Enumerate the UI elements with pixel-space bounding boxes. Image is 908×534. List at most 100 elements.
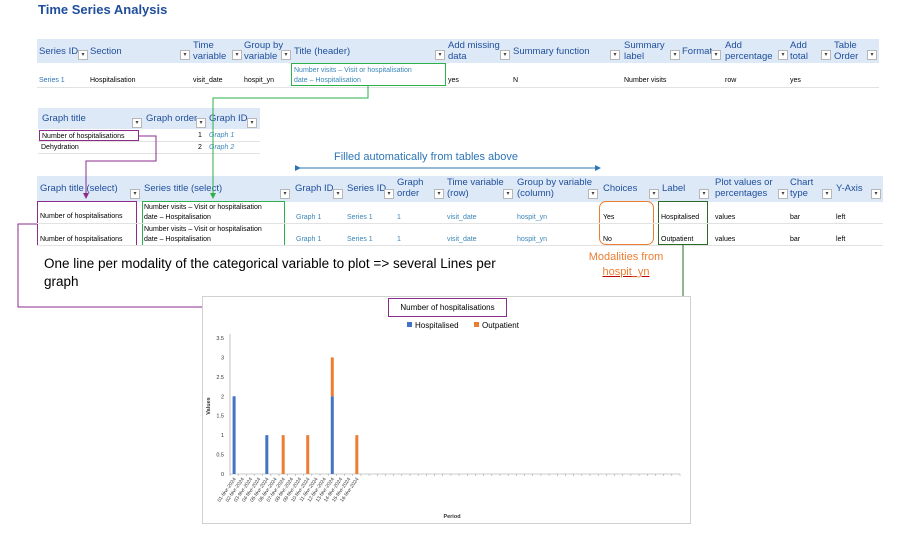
filter-dropdown-chart-type[interactable]: ▾ <box>822 189 832 199</box>
filter-dropdown-series-id[interactable]: ▾ <box>78 50 88 60</box>
filter-dropdown-plot-values[interactable]: ▾ <box>778 189 788 199</box>
cell-group-by[interactable]: hospit_yn <box>517 214 547 221</box>
cell-chart-type[interactable]: bar <box>790 236 801 243</box>
filter-dropdown-add-missing[interactable]: ▾ <box>500 50 510 60</box>
cell-plot-values[interactable]: values <box>715 214 736 221</box>
filter-dropdown-summary-function[interactable]: ▾ <box>610 50 620 60</box>
filter-dropdown-table-order[interactable]: ▾ <box>867 50 877 60</box>
series-title-select-line2[interactable]: date – Hospitalisation <box>144 236 211 243</box>
series-title-select-line1[interactable]: Number visits – Visit or hospitalisation <box>144 226 262 233</box>
col-header-graph-title-select: Graph title (select) <box>40 183 118 194</box>
cell-y-axis[interactable]: left <box>836 214 846 221</box>
cell-section[interactable]: Hospitalisation <box>90 77 136 84</box>
filter-dropdown-format[interactable]: ▾ <box>711 50 721 60</box>
y-tick-label: 1 <box>221 433 224 439</box>
series-title-select-line2[interactable]: date – Hospitalisation <box>144 214 211 221</box>
y-axis-title: Values <box>206 397 212 414</box>
col-header-summary-function: Summary function <box>513 46 590 57</box>
filter-dropdown-title[interactable]: ▾ <box>435 50 445 60</box>
cell-add-percentage[interactable]: row <box>725 77 737 84</box>
row-divider <box>38 153 260 154</box>
col-header-label: Label <box>662 183 686 194</box>
filter-dropdown-graph-order[interactable]: ▾ <box>196 118 206 128</box>
col-header-series-id: Series ID <box>347 183 387 194</box>
cell-summary-label[interactable]: Number visits <box>624 77 667 84</box>
filter-dropdown-time-variable-row[interactable]: ▾ <box>503 189 513 199</box>
filter-dropdown-time-variable[interactable]: ▾ <box>232 50 242 60</box>
col-header-add-missing: Add missing data <box>448 40 500 62</box>
filter-dropdown-choices[interactable]: ▾ <box>649 189 659 199</box>
cell-y-axis[interactable]: left <box>836 236 846 243</box>
title-header-cell[interactable]: Number visits – Visit or hospitalisation… <box>291 63 446 86</box>
cell-graph-order[interactable]: 1 <box>397 236 401 243</box>
filter-dropdown-summary-label[interactable]: ▾ <box>670 50 680 60</box>
filter-dropdown-series-title-select[interactable]: ▾ <box>280 189 290 199</box>
filter-dropdown-add-total[interactable]: ▾ <box>821 50 831 60</box>
row-divider <box>37 245 883 246</box>
modalities-note-line1: Modalities from <box>588 251 664 263</box>
filter-dropdown-graph-title-select[interactable]: ▾ <box>130 189 140 199</box>
col-header-time-variable-row: Time variable (row) <box>447 177 504 199</box>
col-header-choices: Choices <box>603 183 638 194</box>
col-header-graph-title: Graph title <box>42 113 86 124</box>
graph-title-2[interactable]: Dehydration <box>41 144 79 151</box>
filter-dropdown-add-percentage[interactable]: ▾ <box>778 50 788 60</box>
graph-order-1[interactable]: 1 <box>198 132 202 139</box>
series-title-select-line1[interactable]: Number visits – Visit or hospitalisation <box>144 204 262 211</box>
filter-dropdown-series-id[interactable]: ▾ <box>384 189 394 199</box>
y-tick-label: 2.5 <box>216 375 224 381</box>
cell-group-by[interactable]: hospit_yn <box>517 236 547 243</box>
row-divider <box>37 87 879 88</box>
y-tick-label: 1.5 <box>216 414 224 420</box>
legend-hospitalised-swatch <box>407 322 412 327</box>
cell-time-variable[interactable]: visit_date <box>447 214 477 221</box>
cell-add-total[interactable]: yes <box>790 77 801 84</box>
cell-plot-values[interactable]: values <box>715 236 736 243</box>
filter-dropdown-graph-id[interactable]: ▾ <box>247 118 257 128</box>
filter-dropdown-label[interactable]: ▾ <box>699 189 709 199</box>
filter-dropdown-y-axis[interactable]: ▾ <box>871 189 881 199</box>
legend-hospitalised-label: Hospitalised <box>415 321 459 330</box>
cell-series-id[interactable]: Series 1 <box>347 214 373 221</box>
filled-automatically-note: Filled automatically from tables above <box>334 151 519 163</box>
cell-series-id[interactable]: Series 1 <box>39 77 65 84</box>
filter-dropdown-section[interactable]: ▾ <box>180 50 190 60</box>
graph-title-to-select-arrow <box>83 135 157 199</box>
plot-table-header <box>37 176 883 202</box>
graph-id-1[interactable]: Graph 1 <box>209 132 235 139</box>
cell-chart-type[interactable]: bar <box>790 214 801 221</box>
graph-title-select[interactable]: Number of hospitalisations <box>40 213 123 220</box>
filter-dropdown-graph-order[interactable]: ▾ <box>434 189 444 199</box>
legend-outpatient-label: Outpatient <box>482 321 519 330</box>
series-table-header <box>37 39 879 63</box>
cell-graph-id[interactable]: Graph 1 <box>296 214 322 221</box>
filter-dropdown-graph-title[interactable]: ▾ <box>132 118 142 128</box>
filter-dropdown-group-by[interactable]: ▾ <box>281 50 291 60</box>
col-header-graph-order: Graph order <box>146 113 198 124</box>
cell-summary-function[interactable]: N <box>513 77 519 84</box>
graph-title-select[interactable]: Number of hospitalisations <box>40 236 123 243</box>
cell-time-variable[interactable]: visit_date <box>193 77 223 84</box>
cell-series-id[interactable]: Series 1 <box>347 236 373 243</box>
graph-title-cell-1[interactable]: Number of hospitalisations <box>39 130 139 141</box>
graph-title-1: Number of hospitalisations <box>42 133 125 140</box>
cell-label[interactable]: Hospitalised <box>661 214 700 221</box>
y-tick-label: 3.5 <box>216 336 224 342</box>
graph-id-2[interactable]: Graph 2 <box>209 144 235 151</box>
col-header-series-title-select: Series title (select) <box>144 183 223 194</box>
filter-dropdown-group-by-column[interactable]: ▾ <box>588 189 598 199</box>
filter-dropdown-graph-id[interactable]: ▾ <box>333 189 343 199</box>
cell-label[interactable]: Outpatient <box>661 236 694 243</box>
cell-add-missing[interactable]: yes <box>448 77 459 84</box>
col-header-table-order: Table Order <box>834 40 859 62</box>
col-header-graph-id: Graph ID <box>295 183 334 194</box>
col-header-section: Section <box>90 46 122 57</box>
graph-order-2[interactable]: 2 <box>198 144 202 151</box>
cell-graph-order[interactable]: 1 <box>397 214 401 221</box>
cell-group-by[interactable]: hospit_yn <box>244 77 274 84</box>
cell-choice[interactable]: No <box>603 236 612 243</box>
cell-choice[interactable]: Yes <box>603 214 615 221</box>
cell-time-variable[interactable]: visit_date <box>447 236 477 243</box>
cell-graph-id[interactable]: Graph 1 <box>296 236 322 243</box>
col-header-y-axis: Y-Axis <box>836 183 863 194</box>
